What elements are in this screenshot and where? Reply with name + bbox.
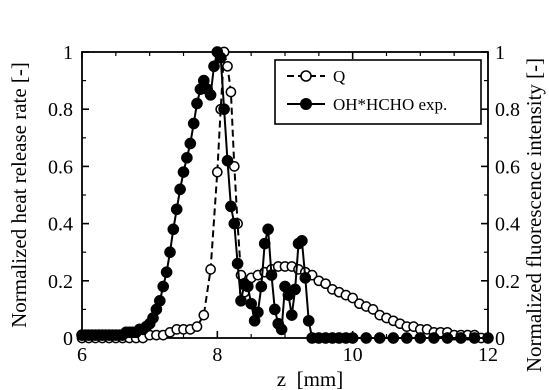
- y-tick-label-left: 0: [63, 328, 73, 350]
- data-point: [360, 332, 373, 344]
- data-point: [177, 166, 190, 178]
- data-point: [285, 309, 298, 321]
- x-tick-label: 6: [77, 344, 87, 366]
- tick-labels: 6 8 10 120 00.2 0.20.4 0.40.6 0.60.8 0.81 1: [48, 42, 520, 366]
- data-point: [255, 280, 268, 293]
- data-point: [167, 223, 180, 236]
- y-tick-label-right: 0: [495, 328, 505, 350]
- data-point: [455, 332, 467, 344]
- y-axis-title-right: Normalized fluorescence intensity [-]: [522, 58, 546, 372]
- data-point: [218, 103, 230, 116]
- data-point: [299, 272, 312, 284]
- data-point: [346, 332, 359, 344]
- data-point: [296, 234, 308, 247]
- data-point: [367, 304, 379, 315]
- data-point: [235, 294, 247, 307]
- data-point: [262, 223, 274, 236]
- data-point: [468, 332, 481, 344]
- data-point: [191, 321, 203, 332]
- y-tick-label-left: 0.6: [48, 156, 73, 178]
- data-point: [204, 89, 217, 101]
- y-tick-label-right: 0.4: [495, 214, 520, 236]
- data-point: [198, 309, 210, 321]
- data-point: [191, 97, 203, 110]
- data-point: [211, 166, 223, 178]
- data-point: [153, 294, 166, 307]
- legend-oh-label: OH*HCHO exp.: [333, 95, 447, 114]
- data-point: [174, 183, 186, 196]
- y-tick-label-left: 0.8: [48, 99, 73, 121]
- data-point: [222, 60, 233, 72]
- x-tick-label: 10: [343, 344, 363, 366]
- data-point: [187, 117, 200, 130]
- y-tick-label-right: 0.6: [495, 156, 520, 178]
- data-point: [181, 151, 193, 164]
- data-point: [245, 297, 258, 310]
- data-point: [221, 154, 234, 167]
- data-point: [400, 332, 413, 344]
- data-point: [214, 51, 227, 64]
- data-point: [157, 280, 170, 293]
- data-point: [164, 246, 176, 259]
- data-point: [170, 203, 183, 216]
- data-point: [482, 332, 494, 344]
- data-point: [441, 332, 454, 344]
- legend: Q OH*HCHO exp.: [274, 59, 482, 125]
- data-point: [414, 332, 427, 344]
- data-point: [347, 292, 359, 304]
- x-tick-label: 12: [478, 344, 498, 366]
- y-axis-title-left: Normalized heat release rate [-]: [7, 62, 31, 328]
- data-point: [387, 332, 400, 344]
- series-layer: [76, 46, 494, 344]
- data-point: [241, 280, 254, 293]
- series-1: [76, 46, 494, 344]
- y-tick-label-right: 1: [495, 42, 505, 64]
- data-point: [258, 237, 271, 250]
- data-point: [160, 266, 173, 279]
- legend-oh-marker: [300, 98, 312, 110]
- x-tick-label: 8: [212, 344, 222, 366]
- data-point: [268, 303, 281, 316]
- legend-box: [274, 59, 482, 125]
- y-tick-label-right: 0.8: [495, 99, 520, 121]
- data-point: [428, 332, 440, 344]
- data-point: [205, 264, 216, 275]
- legend-q-marker: [300, 70, 312, 82]
- data-point: [231, 257, 244, 270]
- y-tick-label-left: 0.4: [48, 214, 73, 236]
- y-tick-label-left: 1: [63, 42, 73, 64]
- data-point: [320, 278, 331, 290]
- data-point: [228, 217, 241, 230]
- data-point: [265, 269, 278, 281]
- y-tick-label-left: 0.2: [48, 271, 73, 293]
- y-tick-label-right: 0.2: [495, 271, 520, 293]
- data-point: [302, 314, 315, 327]
- x-axis-title: z [mm]: [277, 367, 343, 390]
- data-point: [275, 323, 288, 336]
- data-point: [184, 137, 197, 150]
- legend-q-label: Q: [333, 67, 345, 86]
- data-point: [225, 200, 237, 213]
- data-point: [225, 86, 237, 98]
- data-point: [208, 60, 220, 73]
- data-point: [373, 332, 386, 344]
- data-point: [252, 306, 264, 319]
- data-point: [289, 283, 301, 296]
